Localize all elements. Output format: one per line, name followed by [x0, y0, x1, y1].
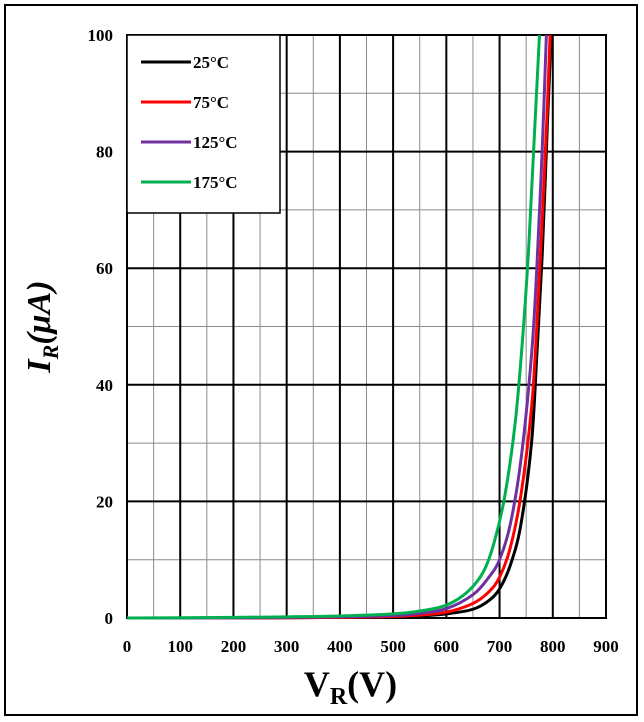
- grid-lines: [127, 35, 606, 618]
- legend-label: 25°C: [193, 53, 229, 72]
- y-tick-label: 40: [96, 376, 113, 395]
- legend: 25°C 75°C 125°C 175°C: [126, 34, 281, 214]
- series-group: [126, 34, 553, 620]
- x-tick-label: 600: [434, 637, 460, 656]
- series-line-3: [126, 34, 541, 620]
- y-tick-label: 60: [96, 259, 113, 278]
- y-tick-label: 100: [88, 26, 114, 45]
- legend-label: 175°C: [193, 173, 238, 192]
- x-tick-label: 400: [327, 637, 353, 656]
- y-tick-label: 20: [96, 492, 113, 511]
- x-tick-label: 300: [274, 637, 300, 656]
- x-tick-label: 800: [540, 637, 566, 656]
- x-tick-label: 200: [221, 637, 247, 656]
- x-axis-title: VR(V): [304, 664, 397, 710]
- x-tick-label: 0: [123, 637, 132, 656]
- legend-label: 75°C: [193, 93, 229, 112]
- legend-label: 125°C: [193, 133, 238, 152]
- y-tick-label: 0: [105, 609, 114, 628]
- x-tick-label: 100: [167, 637, 193, 656]
- y-tick-label: 80: [96, 143, 113, 162]
- x-tick-label: 500: [380, 637, 406, 656]
- chart-svg: 0 20 40 60 80 100 0 100 200 300 400 500 600 700 800 900…: [21, 26, 619, 710]
- x-tick-label: 900: [593, 637, 619, 656]
- chart-frame: 0 20 40 60 80 100 0 100 200 300 400 500 600 700 800 900…: [4, 4, 638, 716]
- x-tick-label: 700: [487, 637, 513, 656]
- y-axis-title: IR(μA): [21, 280, 63, 373]
